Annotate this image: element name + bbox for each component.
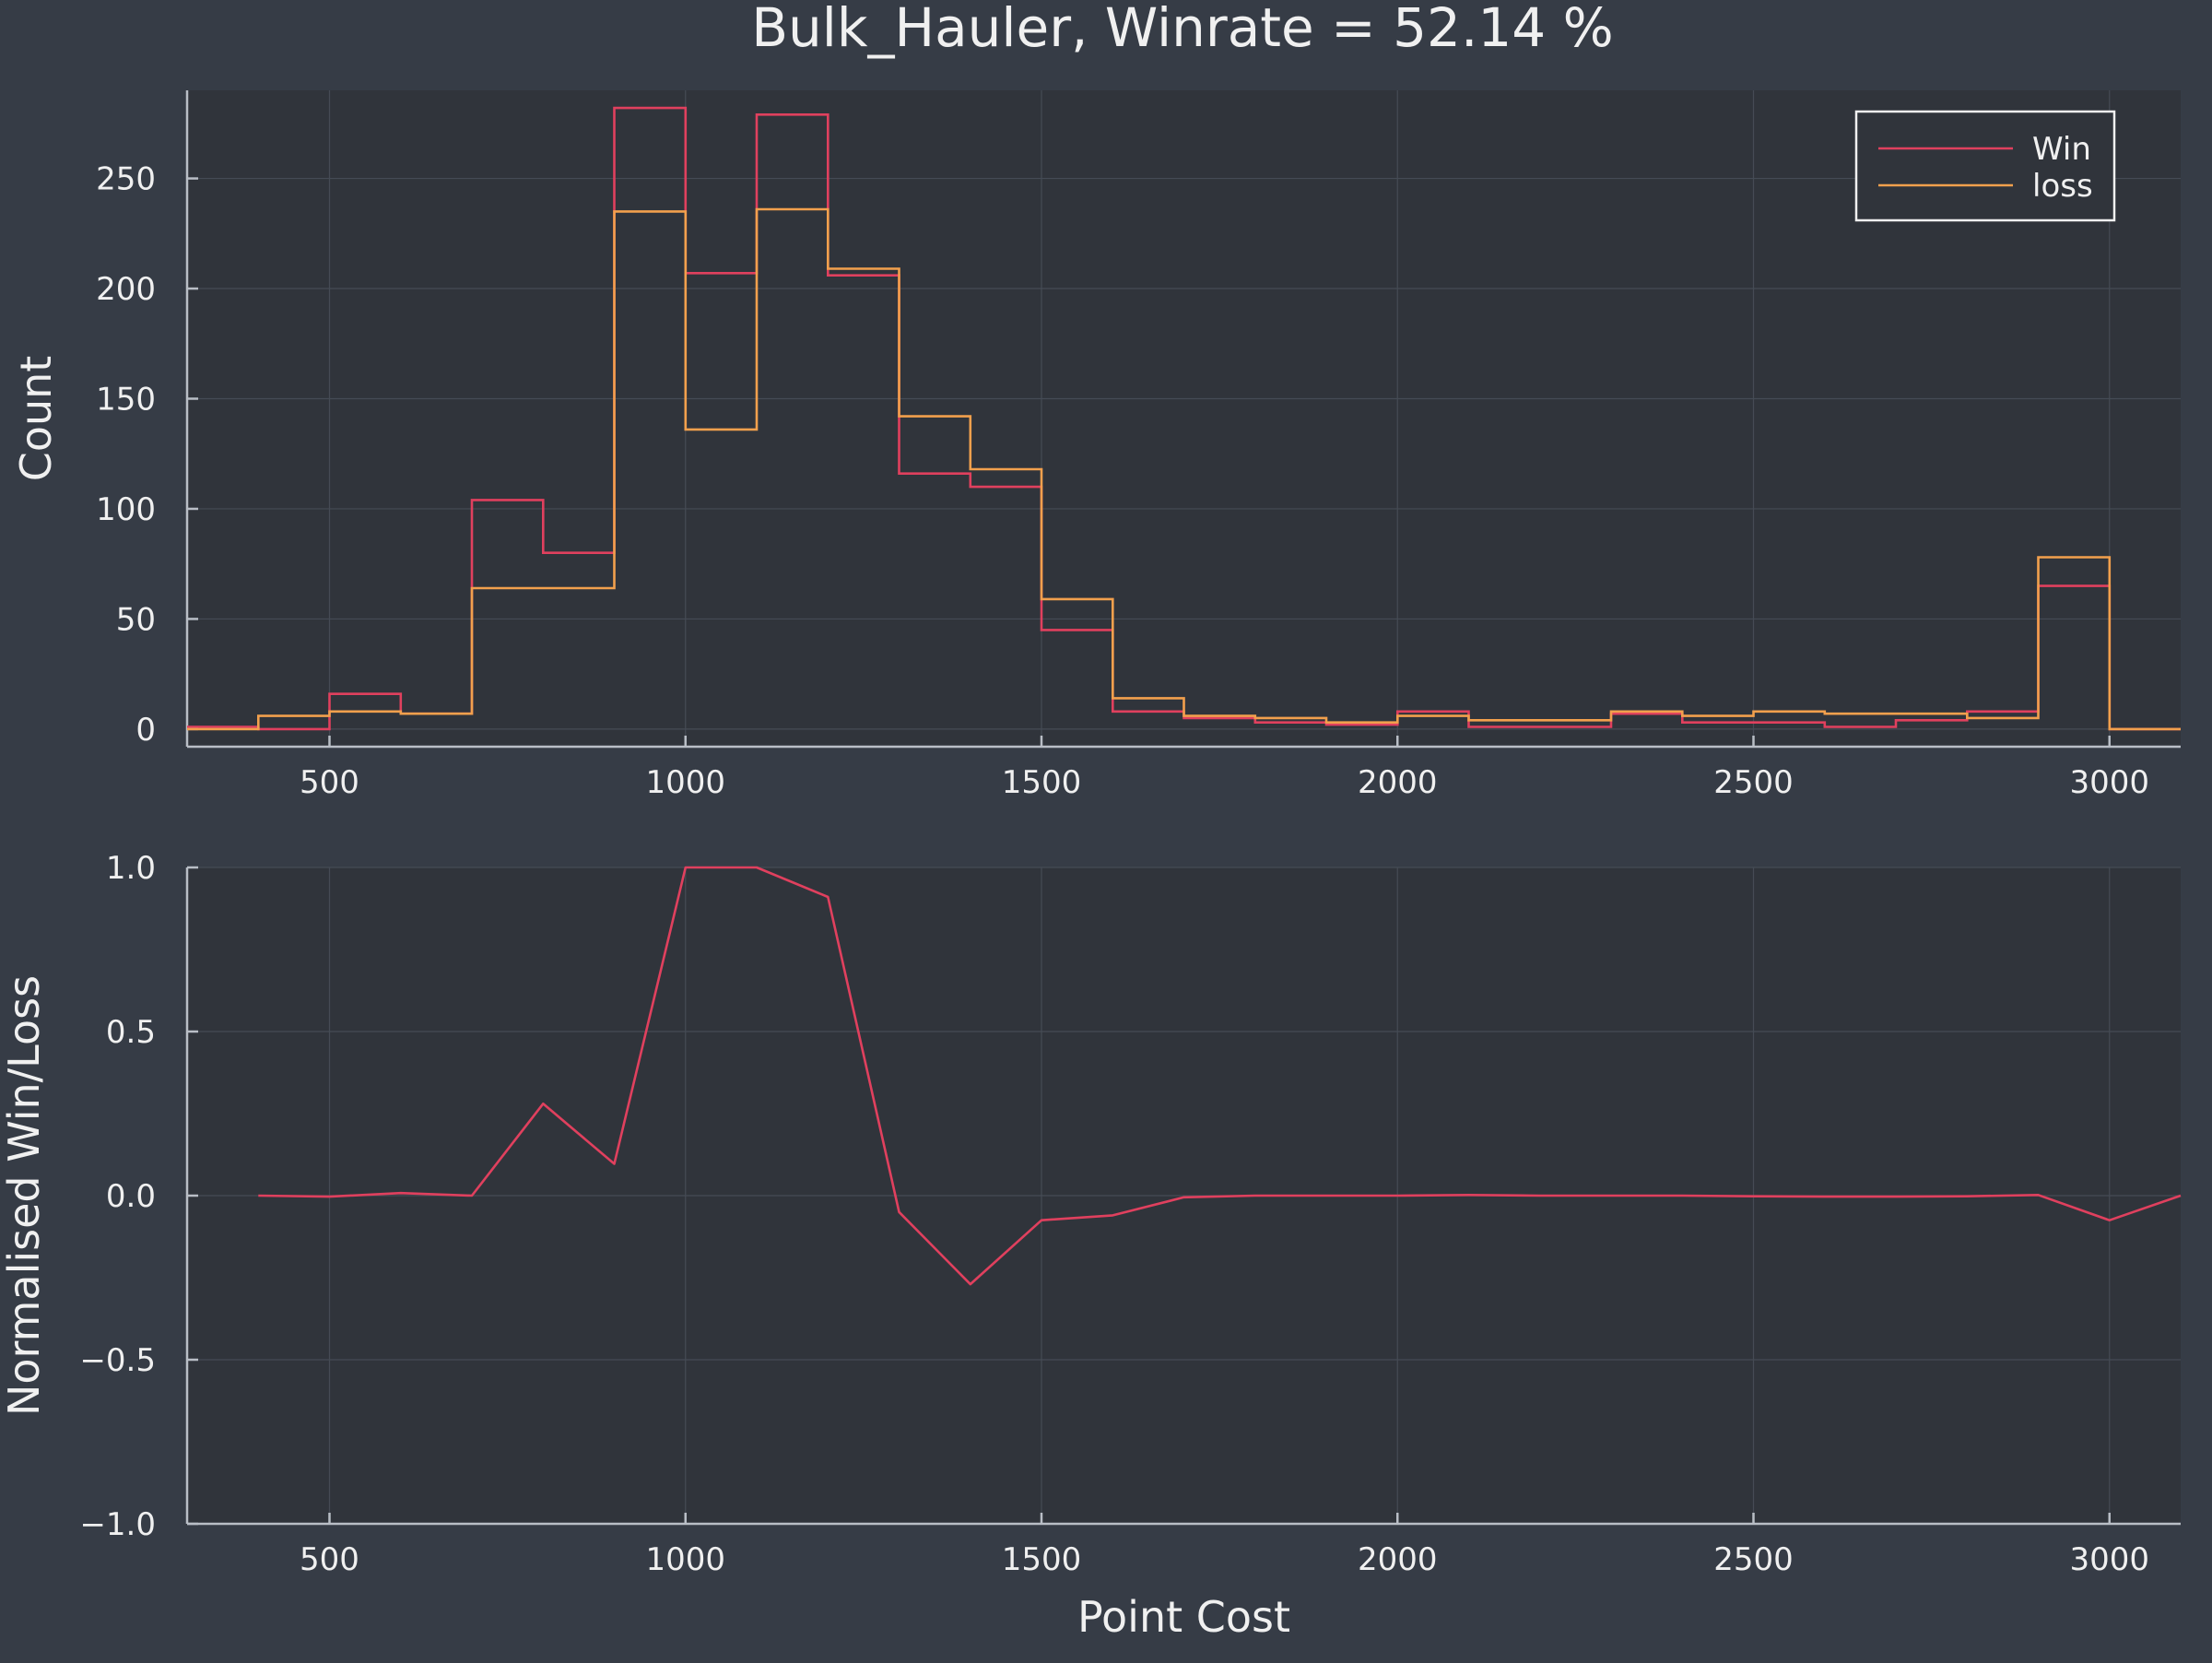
chart-title: Bulk_Hauler, Winrate = 52.14 % <box>751 0 1614 59</box>
x-tick-label: 3000 <box>2069 764 2149 801</box>
y-tick-label: 0 <box>135 712 156 749</box>
x-axis-label: Point Cost <box>1077 1592 1290 1642</box>
x-tick-label: 500 <box>300 764 359 801</box>
x-tick-label: 500 <box>300 1541 359 1578</box>
x-tick-label: 2500 <box>1713 764 1794 801</box>
ratio-panel: 500 1000 1500 2000 2500 3000 −1.0 −0.5 0.0 0.5 1.0… <box>0 850 2181 1642</box>
y-tick-label: 1.0 <box>106 850 156 887</box>
x-tick-label: 1500 <box>1002 1541 1082 1578</box>
y-tick-label: 50 <box>116 601 156 638</box>
y-tick-label: 200 <box>96 271 156 308</box>
legend-label-loss: loss <box>2032 168 2093 205</box>
y-tick-label: −1.0 <box>79 1506 156 1543</box>
x-tick-label: 3000 <box>2069 1541 2149 1578</box>
y-axis-label: Normalised Win/Loss <box>0 975 49 1416</box>
y-tick-label: 150 <box>96 381 156 418</box>
y-tick-label: −0.5 <box>79 1342 156 1379</box>
y-tick-label: 0.5 <box>106 1014 156 1051</box>
x-tick-label: 1000 <box>645 764 725 801</box>
histogram-panel: 500 1000 1500 2000 2500 3000 0 50 100 150 200 250 Co… <box>11 90 2181 801</box>
x-tick-label: 2500 <box>1713 1541 1794 1578</box>
x-tick-label: 1500 <box>1002 764 1082 801</box>
x-tick-label: 2000 <box>1358 764 1438 801</box>
x-tick-label: 1000 <box>645 1541 725 1578</box>
legend-label-win: Win <box>2032 131 2091 168</box>
x-tick-label: 2000 <box>1358 1541 1438 1578</box>
y-tick-label: 0.0 <box>106 1178 156 1215</box>
y-tick-label: 100 <box>96 491 156 528</box>
y-tick-label: 250 <box>96 161 156 198</box>
y-axis-label: Count <box>11 356 61 482</box>
